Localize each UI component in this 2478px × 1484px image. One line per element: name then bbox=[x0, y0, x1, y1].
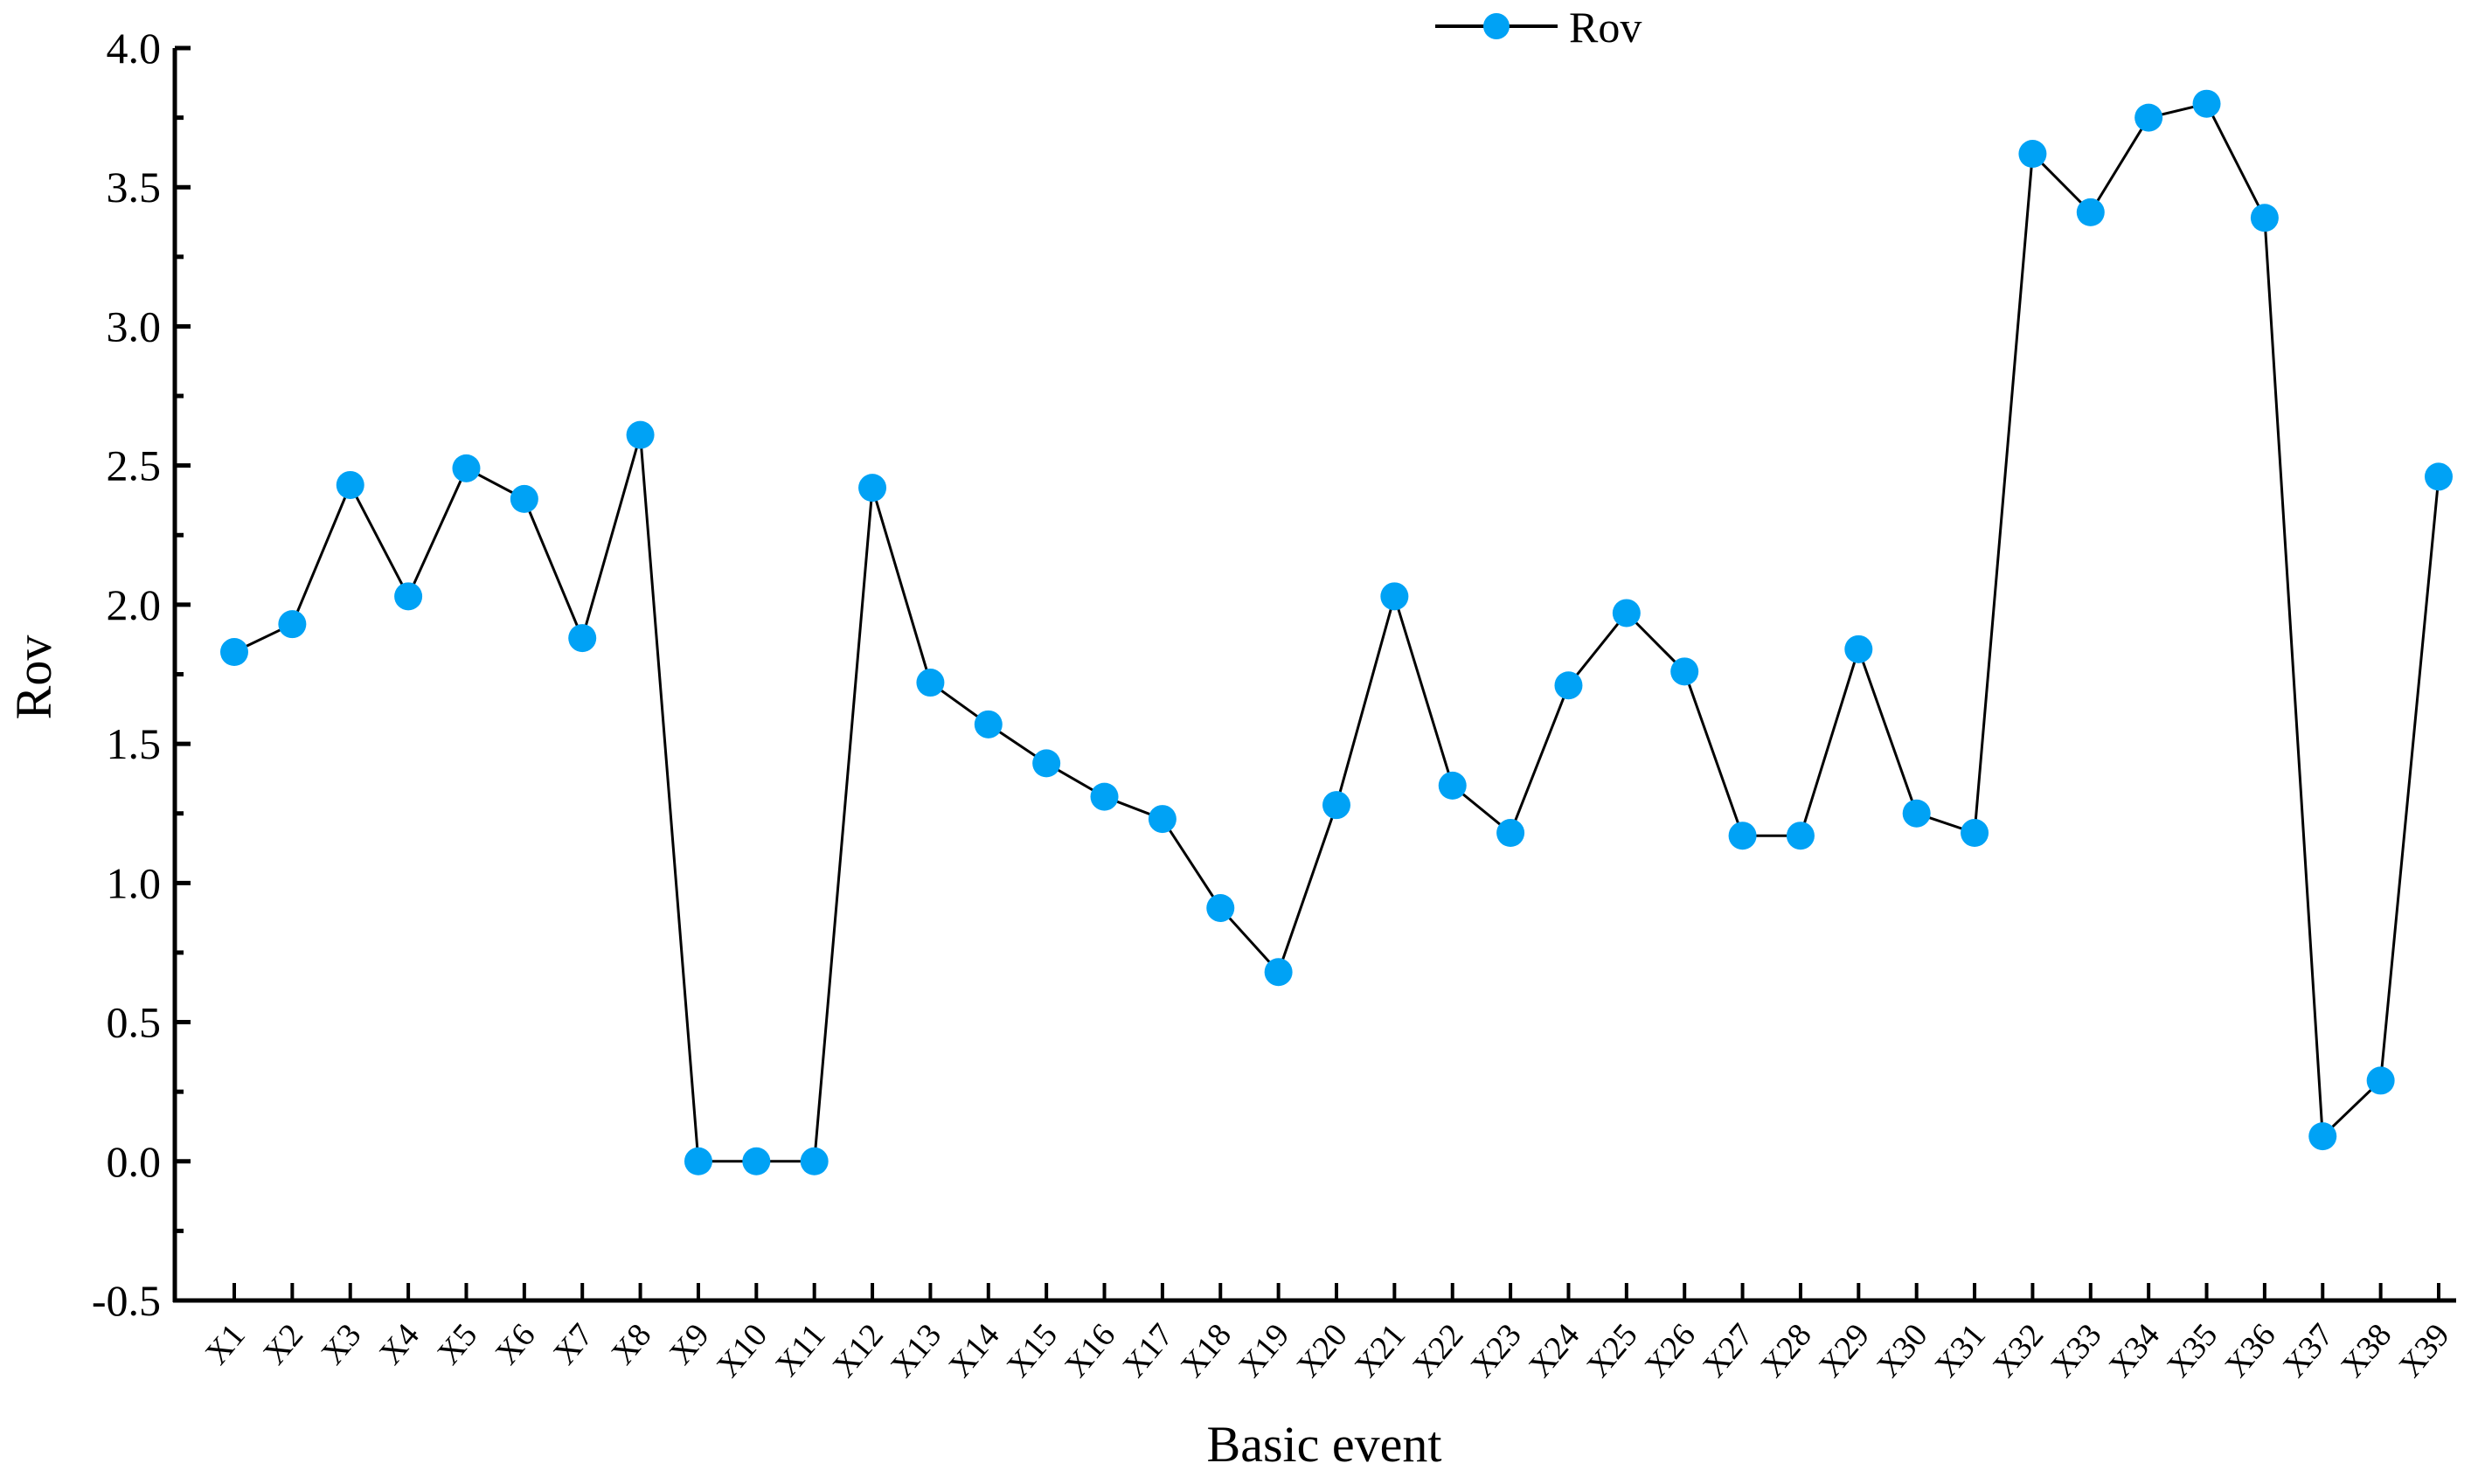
x-tick-label: X15 bbox=[1000, 1317, 1065, 1384]
data-point bbox=[2366, 1066, 2395, 1095]
y-tick-label: 3.0 bbox=[107, 302, 162, 350]
x-tick-label: X32 bbox=[1986, 1317, 2051, 1384]
x-tick-label: X20 bbox=[1290, 1317, 1355, 1384]
x-tick-label: X39 bbox=[2392, 1317, 2457, 1384]
legend: Rov bbox=[1435, 3, 1642, 52]
x-tick-label: X34 bbox=[2102, 1317, 2167, 1384]
x-tick-label: X36 bbox=[2218, 1317, 2283, 1384]
y-tick-label: 1.5 bbox=[107, 719, 162, 768]
x-tick-label: X3 bbox=[315, 1317, 369, 1372]
x-tick-label: X21 bbox=[1348, 1317, 1413, 1384]
data-point bbox=[2250, 204, 2279, 232]
y-axis: -0.5 0.0 0.5 1.0 1.5 2.0 2.5 3.0 3.5 4.0 bbox=[92, 24, 191, 1325]
data-point bbox=[1961, 819, 1989, 848]
x-tick-label: X23 bbox=[1464, 1317, 1529, 1384]
data-point bbox=[278, 610, 307, 639]
data-point bbox=[1496, 819, 1525, 848]
x-tick-label: X25 bbox=[1579, 1317, 1644, 1384]
x-tick-label: X4 bbox=[372, 1317, 427, 1372]
legend-marker-icon bbox=[1483, 13, 1510, 39]
y-tick-label: 1.0 bbox=[107, 858, 162, 907]
data-point bbox=[2018, 140, 2047, 169]
x-tick-label: X1 bbox=[198, 1317, 253, 1372]
x-tick-label: X31 bbox=[1928, 1317, 1993, 1384]
data-point bbox=[336, 470, 364, 499]
legend-label: Rov bbox=[1569, 3, 1642, 52]
data-point bbox=[1090, 782, 1119, 811]
data-point bbox=[684, 1147, 712, 1175]
x-tick-label: X6 bbox=[489, 1317, 543, 1372]
x-tick-label: X13 bbox=[884, 1317, 948, 1384]
x-tick-label: X18 bbox=[1174, 1317, 1239, 1384]
x-tick-label: X26 bbox=[1638, 1317, 1703, 1384]
data-point bbox=[1322, 791, 1350, 820]
data-point bbox=[2308, 1122, 2337, 1151]
x-tick-label: X11 bbox=[768, 1317, 832, 1383]
data-point bbox=[1264, 958, 1293, 987]
data-point bbox=[1380, 582, 1409, 611]
data-point bbox=[394, 582, 423, 611]
x-tick-label: X24 bbox=[1522, 1317, 1586, 1384]
data-point bbox=[1670, 657, 1699, 686]
x-tick-label: X19 bbox=[1232, 1317, 1296, 1384]
x-axis-title: Basic event bbox=[1207, 1416, 1442, 1473]
data-point bbox=[2425, 462, 2453, 491]
data-point bbox=[220, 638, 248, 667]
x-tick-label: X29 bbox=[1812, 1317, 1877, 1384]
x-tick-label: X16 bbox=[1058, 1317, 1122, 1384]
data-point bbox=[1728, 822, 1757, 850]
x-axis: X1 X2 X3 X4 X5 X6 X7 X8 X9X10X11X12X13X14X15X16X… bbox=[173, 1283, 2457, 1384]
data-point bbox=[974, 710, 1003, 739]
data-point bbox=[2192, 89, 2221, 118]
data-point bbox=[1206, 893, 1235, 922]
data-point bbox=[1786, 822, 1815, 850]
x-tick-label: X28 bbox=[1754, 1317, 1819, 1384]
x-tick-label: X38 bbox=[2334, 1317, 2398, 1384]
data-point bbox=[1554, 671, 1583, 700]
data-point bbox=[858, 474, 887, 503]
data-point bbox=[916, 669, 945, 697]
data-point bbox=[1844, 635, 1873, 663]
x-tick-label: X27 bbox=[1696, 1317, 1760, 1384]
data-point bbox=[510, 484, 538, 513]
y-tick-label: 2.5 bbox=[107, 441, 162, 490]
y-tick-label: 0.0 bbox=[107, 1137, 162, 1186]
data-point bbox=[626, 420, 655, 449]
x-tick-label: X2 bbox=[256, 1317, 310, 1372]
x-tick-label: X33 bbox=[2044, 1317, 2108, 1384]
x-tick-label: X17 bbox=[1116, 1317, 1181, 1384]
data-point bbox=[452, 454, 481, 482]
y-tick-label: 0.5 bbox=[107, 998, 162, 1047]
data-point bbox=[1148, 805, 1177, 834]
y-tick-label: 4.0 bbox=[107, 24, 162, 73]
x-tick-label: X10 bbox=[710, 1317, 774, 1384]
x-tick-label: X5 bbox=[430, 1317, 484, 1372]
data-point bbox=[1902, 799, 1931, 828]
data-point bbox=[568, 624, 597, 653]
data-point bbox=[800, 1147, 829, 1175]
data-series-rov bbox=[220, 89, 2453, 1175]
x-tick-label: X7 bbox=[546, 1317, 600, 1372]
x-tick-label: X22 bbox=[1406, 1317, 1470, 1384]
data-point bbox=[1438, 771, 1467, 800]
x-tick-label: X37 bbox=[2276, 1317, 2341, 1384]
data-point bbox=[1612, 599, 1641, 628]
data-point bbox=[742, 1147, 771, 1175]
x-tick-label: X12 bbox=[826, 1317, 891, 1384]
y-tick-label: 3.5 bbox=[107, 163, 162, 212]
x-tick-label: X14 bbox=[941, 1317, 1006, 1384]
x-tick-label: X9 bbox=[663, 1317, 717, 1372]
data-point bbox=[2076, 198, 2105, 226]
data-point bbox=[2134, 103, 2163, 132]
x-tick-label: X30 bbox=[1870, 1317, 1934, 1384]
y-tick-label: 2.0 bbox=[107, 580, 162, 629]
x-tick-label: X8 bbox=[604, 1317, 658, 1372]
y-axis-title: Rov bbox=[5, 635, 62, 720]
data-point bbox=[1032, 749, 1061, 778]
y-tick-label: -0.5 bbox=[92, 1276, 161, 1325]
x-tick-label: X35 bbox=[2160, 1317, 2225, 1384]
